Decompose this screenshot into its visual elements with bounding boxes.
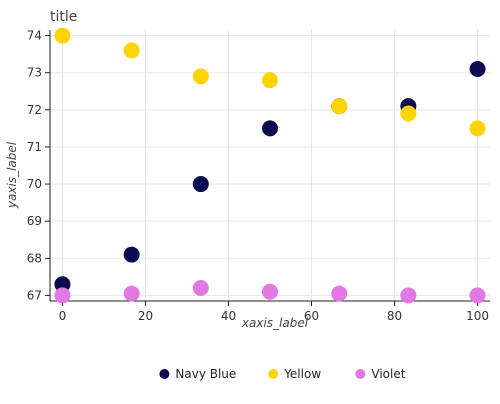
ticks-layer: 67 68 69 70 71 72 73 74 0 20 40 60 80 100	[27, 29, 489, 323]
x-tick-label: 60	[304, 309, 319, 323]
data-point-navy-blue	[123, 246, 140, 263]
y-tick-label: 71	[27, 140, 42, 154]
data-point-yellow	[192, 68, 209, 85]
data-point-yellow	[331, 98, 348, 115]
data-point-yellow	[54, 27, 71, 44]
data-point-yellow	[400, 105, 417, 122]
plot-area	[50, 30, 490, 301]
data-point-yellow	[469, 120, 486, 137]
grid-layer	[50, 30, 490, 301]
data-point-violet	[469, 287, 486, 304]
legend-marker-yellow	[268, 369, 279, 379]
y-tick-label: 68	[27, 251, 42, 265]
series-layer	[54, 27, 486, 304]
y-tick-label: 74	[27, 29, 42, 43]
data-point-navy-blue	[469, 60, 486, 77]
data-point-violet	[54, 287, 71, 304]
data-point-violet	[262, 283, 278, 300]
legend-marker-navy-blue	[159, 369, 170, 379]
y-tick-label: 70	[27, 177, 42, 191]
data-point-violet	[123, 285, 140, 302]
x-tick-label: 100	[466, 309, 489, 323]
y-tick-label: 73	[27, 66, 42, 80]
x-tick-label: 20	[138, 309, 153, 323]
legend: Navy Blue Yellow Violet	[159, 367, 406, 381]
data-point-navy-blue	[262, 120, 278, 137]
y-tick-label: 72	[27, 103, 42, 117]
y-tick-label: 67	[27, 288, 42, 302]
legend-label-navy-blue: Navy Blue	[175, 367, 236, 381]
data-point-violet	[331, 285, 348, 302]
x-tick-label: 80	[387, 309, 402, 323]
axes-layer	[49, 30, 490, 302]
chart-title: title	[50, 9, 77, 25]
legend-item-violet: Violet	[355, 367, 406, 381]
x-axis-title: xaxis_label	[241, 316, 309, 330]
x-tick-label: 40	[221, 309, 236, 323]
series-yellow	[54, 27, 486, 137]
series-violet	[54, 280, 486, 304]
x-tick-label: 0	[59, 309, 67, 323]
legend-item-yellow: Yellow	[268, 367, 321, 381]
data-point-yellow	[262, 72, 278, 89]
legend-label-yellow: Yellow	[283, 367, 321, 381]
data-point-violet	[400, 287, 417, 304]
legend-item-navy-blue: Navy Blue	[159, 367, 236, 381]
data-point-navy-blue	[54, 276, 71, 293]
legend-marker-violet	[355, 369, 366, 379]
y-axis-title: yaxis_label	[5, 141, 19, 209]
data-point-yellow	[123, 42, 140, 59]
legend-label-violet: Violet	[371, 367, 405, 381]
y-tick-label: 69	[27, 214, 42, 228]
data-point-navy-blue	[192, 176, 209, 193]
data-point-violet	[192, 280, 209, 297]
